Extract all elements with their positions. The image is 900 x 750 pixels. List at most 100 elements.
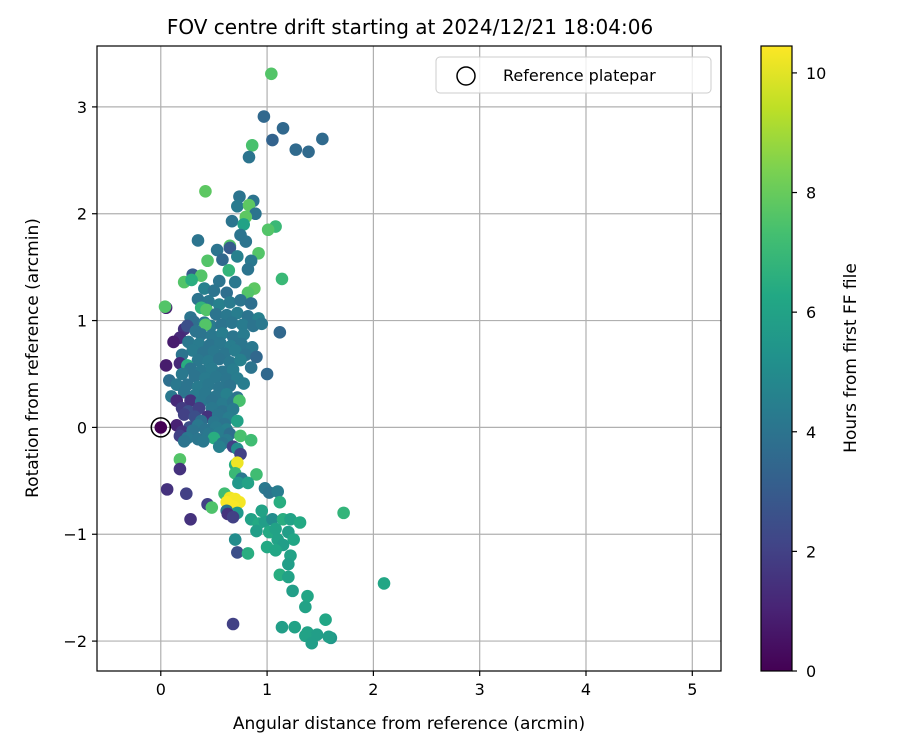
data-point: [244, 433, 258, 447]
data-point: [228, 275, 242, 289]
data-point: [216, 253, 229, 266]
data-point: [167, 335, 180, 349]
data-point: [179, 487, 193, 500]
data-point: [241, 476, 255, 490]
data-point: [177, 408, 191, 421]
data-point: [301, 589, 314, 603]
data-point: [322, 630, 336, 644]
data-point: [239, 235, 253, 248]
data-point: [226, 510, 240, 524]
chart-title: FOV centre drift starting at 2024/12/21 …: [167, 15, 653, 39]
data-point: [234, 429, 247, 443]
data-point: [184, 394, 197, 408]
data-point: [220, 286, 233, 300]
data-point: [241, 547, 255, 560]
data-point: [173, 462, 187, 476]
data-point: [209, 307, 223, 321]
y-tick-label: 0: [77, 418, 87, 437]
colorbar-gradient: [760, 45, 793, 672]
data-point: [273, 326, 287, 339]
legend: Reference platepar: [435, 56, 712, 94]
data-point: [233, 190, 246, 203]
x-tick-label: 1: [262, 680, 272, 699]
colorbar-label: Hours from first FF file: [841, 263, 861, 453]
data-point: [293, 516, 307, 529]
data-point: [237, 377, 250, 390]
data-point: [222, 264, 236, 277]
reference-point-fill: [154, 421, 168, 434]
data-point: [231, 199, 244, 213]
colorbar-tick-label: 0: [806, 662, 816, 681]
data-point: [186, 344, 199, 357]
data-point: [231, 414, 244, 428]
data-point: [188, 369, 202, 383]
data-point: [282, 570, 295, 584]
data-point: [175, 367, 189, 381]
y-axis-ticks: −2 −1 0 1 2 3: [63, 98, 97, 651]
x-axis-label: Angular distance from reference (arcmin): [233, 714, 585, 734]
data-point: [299, 600, 312, 614]
data-point: [316, 132, 329, 146]
x-tick-label: 4: [581, 680, 591, 699]
data-point: [276, 121, 290, 135]
data-point: [266, 512, 279, 526]
data-point: [210, 243, 224, 257]
data-point: [273, 495, 287, 509]
data-point: [228, 533, 242, 546]
x-tick-label: 3: [475, 680, 485, 699]
data-point: [205, 501, 219, 514]
data-point: [284, 512, 297, 526]
data-point: [319, 613, 332, 627]
data-point: [257, 110, 271, 123]
data-point: [177, 434, 191, 448]
data-point: [305, 636, 319, 650]
data-point: [159, 359, 173, 372]
colorbar-ticks: 0 2 4 6 8 10: [792, 64, 826, 681]
data-point: [269, 522, 282, 536]
data-point: [225, 316, 239, 330]
data-point: [160, 483, 174, 496]
data-point: [265, 67, 278, 81]
y-tick-label: 3: [77, 98, 87, 117]
colorbar-tick-label: 6: [806, 303, 816, 322]
data-point: [286, 584, 299, 598]
data-point: [205, 329, 219, 342]
data-point: [245, 139, 259, 152]
x-tick-label: 5: [687, 680, 697, 699]
data-point: [236, 318, 249, 332]
y-tick-label: 1: [77, 312, 87, 331]
x-tick-label: 0: [156, 680, 166, 699]
data-point: [261, 223, 275, 237]
data-point: [232, 476, 245, 490]
data-point: [241, 262, 255, 276]
data-point: [231, 546, 244, 559]
data-point: [212, 274, 226, 288]
data-point: [197, 434, 210, 448]
data-point: [234, 293, 247, 307]
x-axis-ticks: 0 1 2 3 4 5: [156, 671, 697, 699]
data-point: [199, 184, 212, 198]
legend-box: [435, 56, 712, 94]
data-point: [225, 214, 239, 228]
data-point: [260, 367, 274, 381]
data-point: [212, 298, 226, 311]
data-point: [337, 506, 350, 520]
data-point: [250, 350, 263, 364]
data-point: [242, 150, 256, 164]
data-point: [194, 328, 208, 341]
data-point: [223, 296, 237, 309]
data-point: [226, 330, 240, 343]
data-point: [212, 440, 226, 453]
colorbar-tick-label: 4: [806, 423, 816, 442]
data-point: [216, 327, 229, 340]
colorbar-tick-label: 10: [806, 64, 826, 83]
data-point: [282, 557, 295, 571]
data-point: [231, 456, 244, 469]
data-point: [302, 145, 315, 159]
data-points: [150, 67, 391, 650]
data-point: [271, 485, 285, 498]
data-point: [226, 617, 240, 631]
data-point: [212, 352, 226, 366]
data-point: [185, 273, 198, 287]
